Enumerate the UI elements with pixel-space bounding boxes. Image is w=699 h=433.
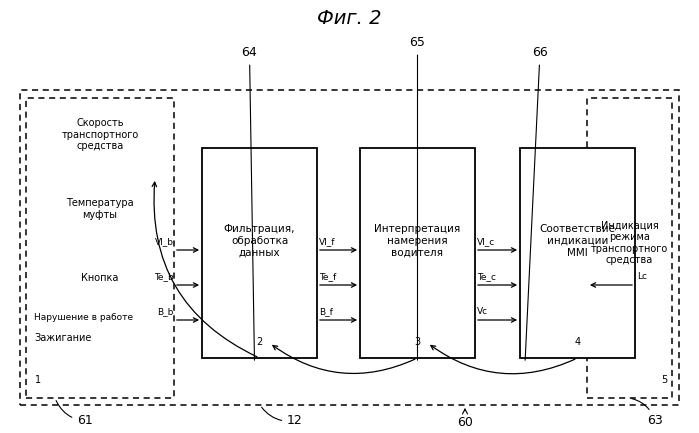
Text: 65: 65 — [410, 36, 426, 360]
Text: 2: 2 — [257, 337, 263, 347]
Text: 5: 5 — [661, 375, 667, 385]
Text: Температура
муфты: Температура муфты — [66, 198, 134, 220]
Text: Te_b: Te_b — [154, 272, 174, 281]
Text: 3: 3 — [415, 337, 421, 347]
Text: Скорость
транспортного
средства: Скорость транспортного средства — [62, 118, 138, 151]
Text: Vl_c: Vl_c — [477, 237, 496, 246]
Text: Te_c: Te_c — [477, 272, 496, 281]
Text: 63: 63 — [632, 399, 663, 427]
Bar — [202, 148, 317, 358]
Text: Интерпретация
намерения
водителя: Интерпретация намерения водителя — [375, 224, 461, 258]
Bar — [360, 148, 475, 358]
Text: 64: 64 — [242, 46, 257, 360]
Text: 12: 12 — [261, 407, 303, 427]
Text: Фиг. 2: Фиг. 2 — [317, 9, 381, 28]
Text: Фильтрация,
обработка
данных: Фильтрация, обработка данных — [224, 224, 295, 258]
Text: Соответствие
индикации
MMI: Соответствие индикации MMI — [540, 224, 616, 258]
Text: Te_f: Te_f — [319, 272, 336, 281]
Text: Vc: Vc — [477, 307, 488, 316]
Text: Зажигание: Зажигание — [34, 333, 92, 343]
Bar — [587, 98, 672, 398]
Bar — [520, 148, 635, 358]
Text: 60: 60 — [457, 409, 473, 430]
Text: 1: 1 — [35, 375, 41, 385]
Text: Lc: Lc — [637, 272, 647, 281]
Bar — [20, 90, 679, 405]
Bar — [26, 98, 174, 398]
Text: Vl_f: Vl_f — [319, 237, 336, 246]
Text: Кнопка: Кнопка — [81, 273, 119, 283]
Text: B_f: B_f — [319, 307, 333, 316]
Text: Нарушение в работе: Нарушение в работе — [34, 313, 133, 322]
Text: 61: 61 — [56, 401, 93, 427]
Text: Vl_b: Vl_b — [155, 237, 174, 246]
Text: B_b: B_b — [158, 307, 174, 316]
Text: 66: 66 — [525, 46, 548, 360]
Text: Индикация
режима
транспортного
средства: Индикация режима транспортного средства — [591, 220, 668, 265]
Text: 4: 4 — [575, 337, 581, 347]
